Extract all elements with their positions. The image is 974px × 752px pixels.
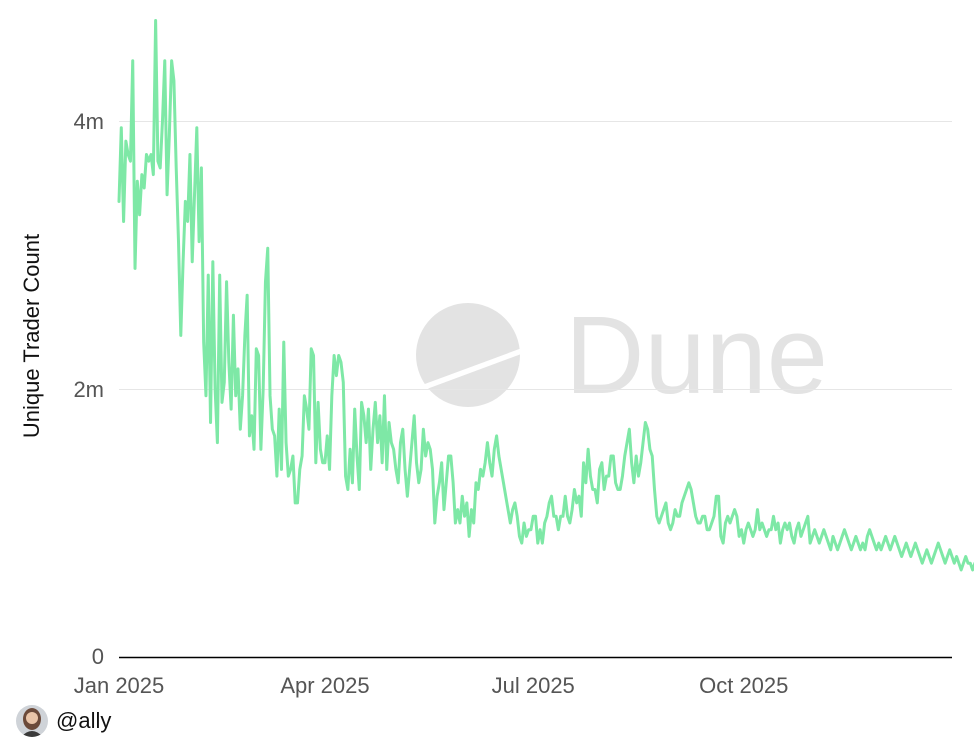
author-badge[interactable]: @ally [16,704,111,738]
watermark-text: Dune [565,294,828,417]
y-tick-label: 4m [73,109,104,134]
x-tick-labels: Jan 2025 Apr 2025 Jul 2025 Oct 2025 [74,673,789,698]
author-handle: @ally [56,708,112,733]
y-tick-labels: 0 2m 4m [73,109,104,669]
y-tick-label: 0 [92,644,104,669]
x-tick-label: Oct 2025 [699,673,788,698]
grid [119,121,952,390]
x-tick-label: Apr 2025 [280,673,369,698]
x-tick-label: Jan 2025 [74,673,165,698]
avatar [16,705,48,737]
series-layer [117,19,974,572]
watermark: Dune [414,294,828,417]
x-tick-label: Jul 2025 [492,673,575,698]
y-axis-label: Unique Trader Count [19,234,44,438]
dune-logo-cut [414,348,524,393]
y-tick-label: 2m [73,377,104,402]
series-line [117,19,974,572]
